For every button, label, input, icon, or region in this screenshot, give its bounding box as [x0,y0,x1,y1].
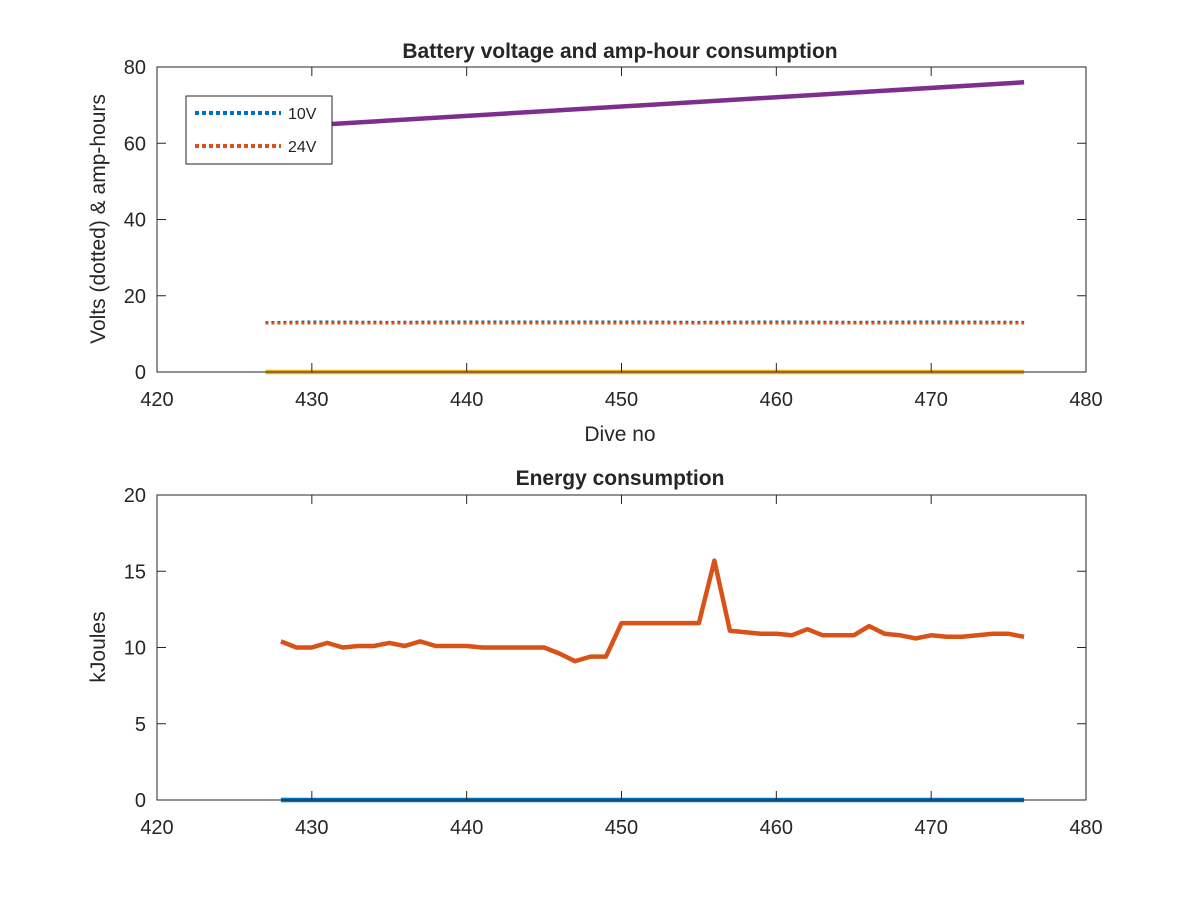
energy-x-tick-label: 470 [914,817,947,839]
energy-y-tick-label: 20 [124,485,146,507]
energy-x-tick-label: 480 [1069,817,1102,839]
legend-label-10v: 10V [288,106,317,123]
legend-box [185,95,333,165]
voltage-axes-ticks: 420 430 440 450 460 470 480 0 20 40 60 80 [124,57,1103,411]
energy-y-tick-label: 5 [135,714,146,736]
energy-chart-title: Energy consumption [516,467,725,490]
voltage-y-tick-label: 20 [124,286,146,308]
energy-x-tick-label: 460 [760,817,793,839]
energy-y-tick-label: 0 [135,790,146,812]
legend-label-24v: 24V [288,139,317,156]
energy-x-tick-label: 430 [295,817,328,839]
energy-y-tick-label: 15 [124,561,146,583]
energy-x-tick-label: 420 [140,817,173,839]
voltage-x-tick-label: 450 [605,389,638,411]
voltage-x-tick-label: 470 [914,389,947,411]
voltage-x-tick-label: 430 [295,389,328,411]
energy-y-axis-label: kJoules [87,611,110,682]
voltage-y-tick-label: 80 [124,57,146,79]
voltage-x-tick-label: 460 [760,389,793,411]
voltage-y-tick-label: 0 [135,362,146,384]
voltage-y-axis-label: Volts (dotted) & amp-hours [87,94,110,344]
energy-x-tick-label: 450 [605,817,638,839]
voltage-legend: 10V 24V [185,95,333,165]
energy-y-tick-label: 10 [124,638,146,660]
energy-series-line-0 [280,558,1025,664]
voltage-y-tick-label: 40 [124,210,146,232]
voltage-chart-title: Battery voltage and amp-hour consumption [402,40,837,63]
voltage-x-tick-label: 480 [1069,389,1102,411]
energy-x-tick-label: 440 [450,817,483,839]
voltage-x-axis-label: Dive no [584,423,655,446]
voltage-axes: Battery voltage and amp-hour consumption… [87,40,1103,446]
voltage-y-tick-label: 60 [124,133,146,155]
energy-axes: Energy consumption 420 430 440 450 460 470 480… [87,467,1103,839]
energy-axes-ticks: 420 430 440 450 460 470 480 0 5 10 15 20 [124,485,1103,839]
voltage-x-tick-label: 420 [140,389,173,411]
voltage-x-tick-label: 440 [450,389,483,411]
voltage-series-line-3 [265,80,1025,131]
